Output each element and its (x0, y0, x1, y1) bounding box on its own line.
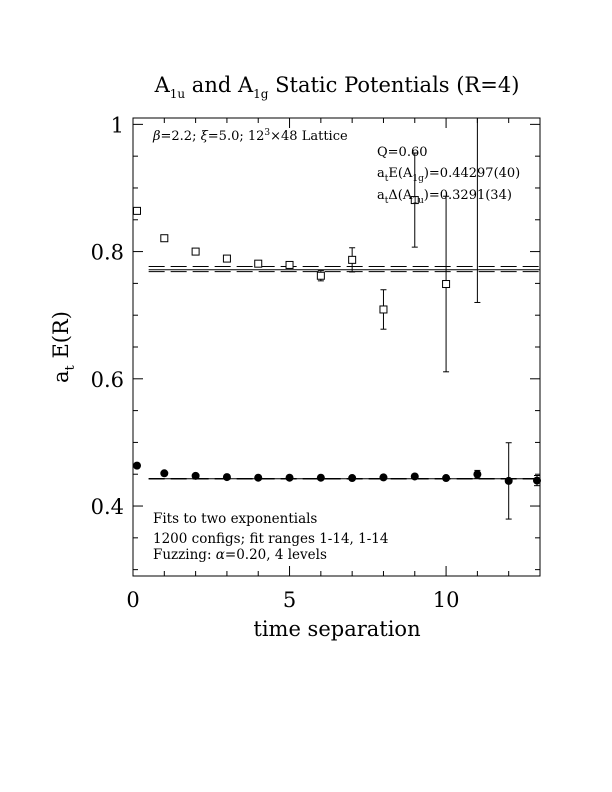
data-point-square (410, 196, 419, 205)
data-point-circle (379, 473, 388, 482)
data-point-circle (410, 472, 419, 481)
y-tick-label: 0.8 (91, 241, 124, 265)
energy-annotation: atE(A1g)=0.44297(40) (377, 166, 520, 184)
data-point-circle (504, 476, 513, 485)
data-point-circle (160, 469, 169, 478)
data-point-circle (473, 470, 482, 479)
data-point-circle (133, 461, 141, 470)
data-point-square (316, 271, 325, 280)
data-point-circle (442, 474, 451, 483)
y-tick-label: 0.4 (91, 495, 124, 519)
fuzzing-annotation: Fuzzing: α=0.20, 4 levels (153, 547, 327, 563)
data-point-circle (191, 471, 200, 480)
fits-annotation: Fits to two exponentials (153, 511, 317, 527)
series-open-squares (133, 118, 481, 373)
y-tick-label: 0.6 (91, 368, 124, 392)
series-filled-circles (133, 442, 541, 520)
q-annotation: Q=0.60 (377, 145, 428, 160)
x-axis-label: time separation (253, 617, 420, 641)
data-point-square (133, 206, 141, 215)
chart-title: A1u and A1g Static Potentials (R=4) (154, 73, 520, 101)
y-tick-label: 1 (111, 113, 124, 137)
data-point-square (160, 234, 169, 243)
axis-ticks (132, 118, 541, 576)
data-point-square (254, 259, 263, 268)
data-point-circle (254, 473, 263, 482)
data-point-square (442, 280, 451, 289)
data-point-square (348, 255, 357, 264)
data-point-circle (533, 476, 541, 485)
gap-annotation: atΔ(A1u)=0.3291(34) (377, 188, 512, 206)
fit-lines (148, 266, 540, 480)
x-tick-label: 10 (433, 588, 460, 612)
plot-frame (132, 117, 541, 577)
data-point-circle (348, 474, 357, 483)
data-point-square (379, 305, 388, 314)
data-point-square (285, 260, 294, 269)
x-tick-label: 5 (283, 588, 296, 612)
configs-annotation: 1200 configs; fit ranges 1-14, 1-14 (153, 531, 388, 547)
lattice-annotation: β=2.2; ξ=5.0; 123×48 Lattice (152, 128, 348, 144)
data-point-circle (285, 473, 294, 482)
data-point-square (222, 254, 231, 263)
data-point-circle (222, 473, 231, 482)
data-point-circle (316, 473, 325, 482)
data-point-square (191, 247, 200, 256)
x-tick-label: 0 (126, 588, 139, 612)
tick-labels: 0 5 10 0.4 0.6 0.8 1 (91, 113, 460, 612)
y-axis-label: at E(R) (49, 311, 78, 383)
